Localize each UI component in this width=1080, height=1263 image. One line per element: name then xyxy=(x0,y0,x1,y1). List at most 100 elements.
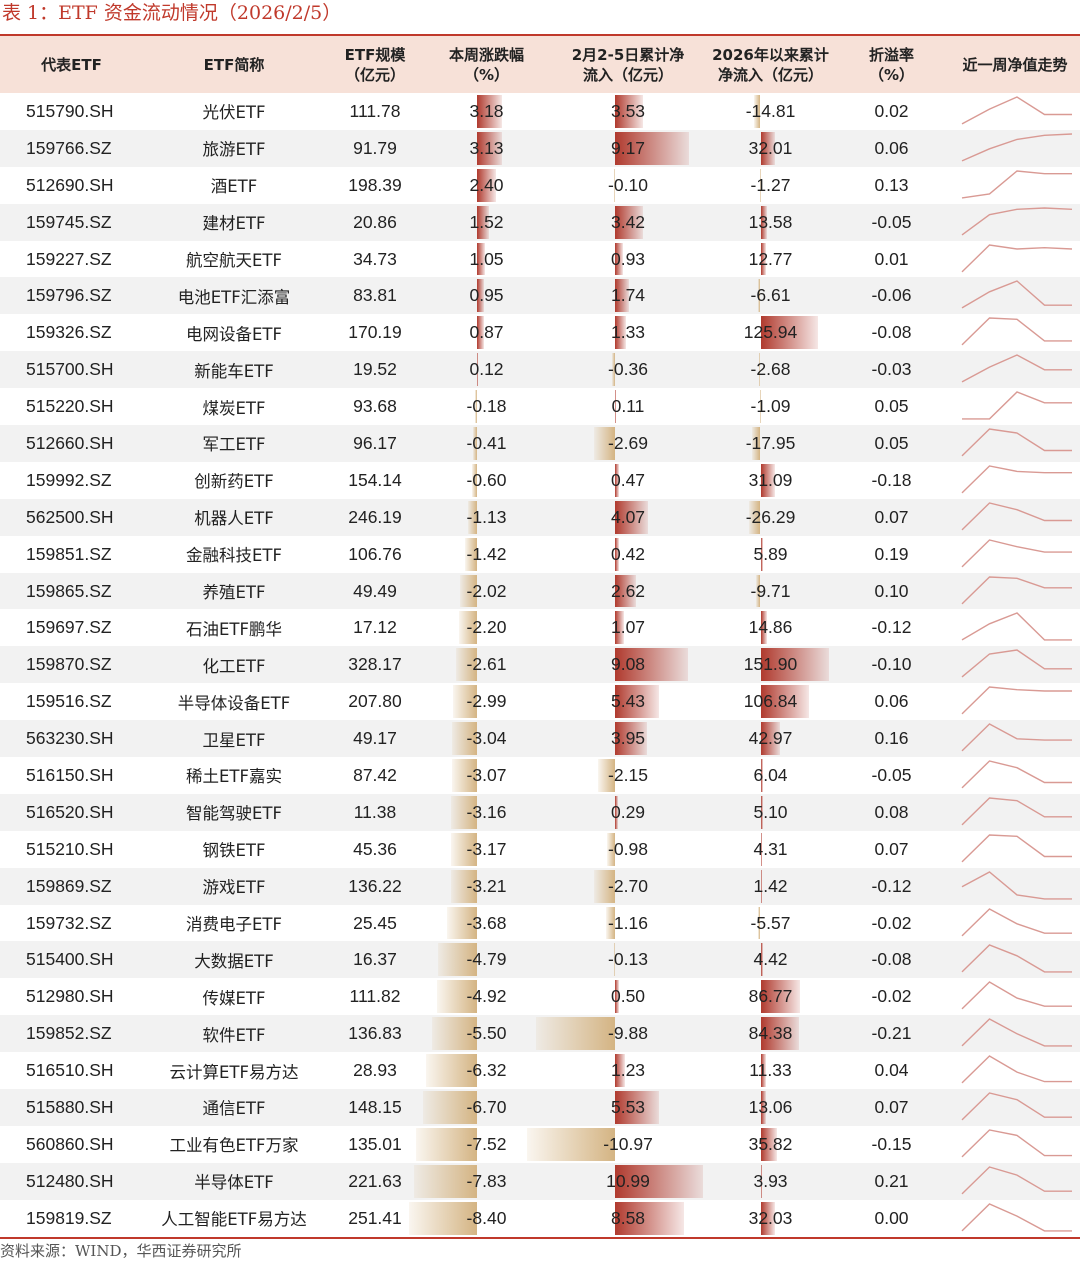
header-row: 代表ETF ETF简称 ETF规模 （亿元） 本周涨跌幅 （%） 2月2-5日累计净… xyxy=(0,34,1080,93)
cell-ytd-flow-value: -5.57 xyxy=(750,912,791,933)
cell-weekly-flow: 0.29 xyxy=(548,793,708,831)
cell-size: 198.39 xyxy=(348,174,402,195)
cell-weekly-change-value: -3.16 xyxy=(466,801,507,822)
cell-weekly-change-bar xyxy=(476,242,486,276)
cell-ytd-flow-value: -1.09 xyxy=(750,396,791,417)
cell-premium: -0.02 xyxy=(871,912,912,933)
cell-weekly-flow: 0.50 xyxy=(548,978,708,1015)
cell-size: 111.82 xyxy=(349,986,401,1007)
cell-code: 516150.SH xyxy=(26,764,114,785)
cell-weekly-flow: 1.33 xyxy=(548,314,708,351)
cell-weekly-change-bar xyxy=(476,95,503,128)
cell-ytd-flow-value: 35.82 xyxy=(748,1133,793,1154)
cell-premium: -0.21 xyxy=(833,1015,950,1053)
cell-ytd-flow-value: 42.97 xyxy=(748,728,793,749)
table-row: 563230.SH 卫星ETF 49.17 -3.04 3.95 42.97 0.16 xyxy=(0,720,1080,758)
cell-weekly-change-bar xyxy=(471,463,477,497)
trend-line xyxy=(961,133,1073,162)
cell-weekly-change-bar xyxy=(451,759,477,792)
cell-premium: 0.02 xyxy=(874,100,909,121)
cell-weekly-change-bar xyxy=(476,205,489,239)
cell-trend xyxy=(950,351,1080,389)
table-row: 159869.SZ 游戏ETF 136.22 -3.21 -2.70 1.42 -0.12 xyxy=(0,867,1080,905)
cell-name: 卫星ETF xyxy=(143,720,325,758)
trend-sparkline xyxy=(961,944,1072,974)
header-size: ETF规模 （亿元） xyxy=(325,34,425,93)
trend-line xyxy=(961,649,1072,678)
table-row: 159745.SZ 建材ETF 20.86 1.52 3.42 13.58 -0.05 xyxy=(0,203,1080,241)
cell-weekly-flow-value: 5.43 xyxy=(610,691,646,712)
cell-name: 半导体设备ETF xyxy=(177,693,291,713)
cell-weekly-flow-bar xyxy=(615,685,659,719)
cell-ytd-flow-value: 5.10 xyxy=(753,801,788,822)
cell-ytd-flow-value: 13.06 xyxy=(748,1096,793,1117)
table-row: 159326.SZ 电网设备ETF 170.19 0.87 1.33 125.94 -0.0… xyxy=(0,314,1080,351)
cell-size: 11.38 xyxy=(325,793,425,831)
cell-weekly-flow: 5.53 xyxy=(548,1089,708,1126)
cell-name: 光伏ETF xyxy=(202,103,266,123)
cell-size: 49.49 xyxy=(325,572,425,610)
cell-weekly-change: -3.17 xyxy=(425,831,548,868)
cell-weekly-flow: -9.88 xyxy=(536,1015,708,1053)
header-name: ETF简称 xyxy=(143,34,325,93)
cell-weekly-change: -7.83 xyxy=(413,1162,548,1200)
cell-weekly-change-bar xyxy=(476,316,484,350)
cell-weekly-change-value: -3.68 xyxy=(466,912,507,933)
cell-ytd-flow-value: 12.77 xyxy=(748,248,793,269)
cell-ytd-flow-bar xyxy=(760,943,763,977)
cell-weekly-flow-value: 0.47 xyxy=(610,469,646,490)
cell-weekly-change: 1.05 xyxy=(425,241,548,278)
cell-trend xyxy=(950,277,1080,315)
cell-size: 45.36 xyxy=(353,838,397,859)
cell-ytd-flow-bar xyxy=(760,685,809,719)
trend-sparkline xyxy=(961,723,1072,752)
table-row: 512690.SH 酒ETF 198.39 2.40 -0.10 -1.27 0.13 xyxy=(0,167,1080,204)
cell-weekly-flow-bar xyxy=(615,980,620,1014)
cell-weekly-flow-value: 0.11 xyxy=(611,396,645,417)
trend-sparkline xyxy=(961,133,1073,162)
trend-sparkline xyxy=(961,96,1072,125)
cell-weekly-change-value: -3.04 xyxy=(466,728,507,749)
cell-weekly-flow-value: -2.15 xyxy=(608,764,648,785)
cell-ytd-flow: 86.77 xyxy=(708,978,833,1015)
trend-line xyxy=(961,538,1072,568)
cell-code: 159865.SZ xyxy=(0,572,143,610)
table-row: 159870.SZ 化工ETF 328.17 -2.61 9.08 151.90 -0.10 xyxy=(0,646,1080,684)
cell-name: 大数据ETF xyxy=(143,941,325,979)
cell-weekly-change-value: -0.60 xyxy=(466,469,507,490)
cell-ytd-flow-value: -2.68 xyxy=(750,359,791,380)
cell-premium: -0.05 xyxy=(871,764,912,785)
cell-weekly-flow-bar xyxy=(615,463,619,497)
cell-code: 159992.SZ xyxy=(26,469,112,490)
trend-sparkline xyxy=(961,1166,1072,1195)
trend-sparkline xyxy=(961,1129,1072,1158)
cell-ytd-flow-bar xyxy=(760,795,763,829)
cell-code: 516520.SH xyxy=(0,793,143,831)
cell-weekly-change-bar xyxy=(460,574,477,608)
header-ytd-flow: 2026年以来累计 净流入（亿元） xyxy=(708,34,833,93)
cell-name: 养殖ETF xyxy=(143,572,325,610)
cell-ytd-flow-bar xyxy=(760,1017,799,1051)
cell-name: 人工智能ETF易方达 xyxy=(143,1199,325,1239)
cell-weekly-flow-value: 9.08 xyxy=(610,654,646,675)
cell-size: 83.81 xyxy=(325,277,425,315)
trend-sparkline xyxy=(961,907,1072,936)
cell-weekly-flow: -10.97 xyxy=(527,1126,708,1163)
cell-weekly-change-bar xyxy=(452,685,477,719)
cell-weekly-flow-value: 1.23 xyxy=(610,1060,646,1081)
cell-premium: -0.08 xyxy=(833,941,950,979)
cell-size: 246.19 xyxy=(325,498,425,536)
trend-sparkline xyxy=(961,1202,1072,1232)
cell-weekly-flow-bar xyxy=(615,537,619,571)
trend-sparkline xyxy=(961,686,1072,715)
cell-weekly-flow-bar xyxy=(612,353,616,387)
cell-weekly-change: -4.92 xyxy=(425,978,548,1015)
trend-sparkline xyxy=(962,391,1072,420)
cell-name: 化工ETF xyxy=(143,646,325,684)
header-code: 代表ETF xyxy=(0,34,143,93)
cell-premium: 0.06 xyxy=(874,691,909,712)
cell-name: 软件ETF xyxy=(143,1015,325,1053)
cell-ytd-flow-bar xyxy=(760,205,767,239)
cell-size: 49.17 xyxy=(325,720,425,758)
cell-premium: -0.15 xyxy=(871,1133,912,1154)
